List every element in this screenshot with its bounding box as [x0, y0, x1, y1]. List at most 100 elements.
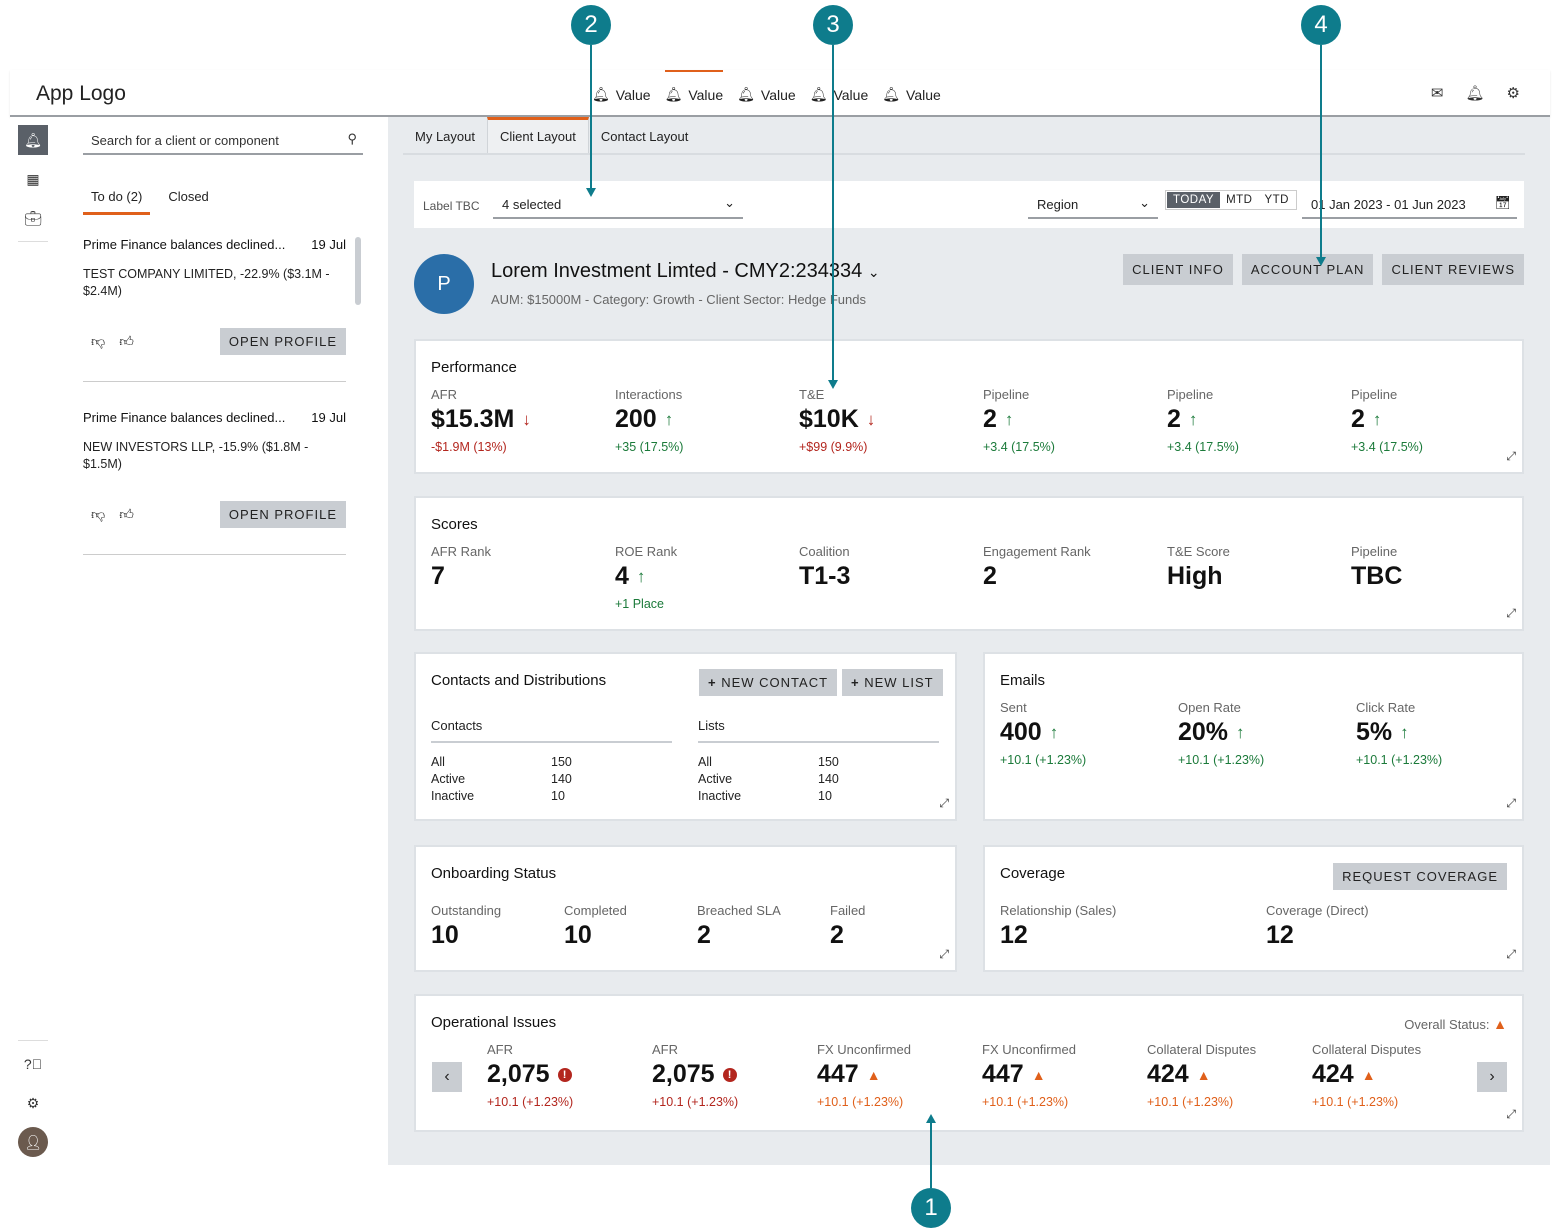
value-text: TBC: [1351, 562, 1403, 590]
bell-icon[interactable]: 🔔︎: [18, 125, 48, 155]
button-label: NEW CONTACT: [721, 675, 829, 690]
stat-row: All 150: [698, 754, 839, 771]
date-range-picker[interactable]: 01 Jan 2023 - 01 Jun 2023 📅︎: [1302, 189, 1517, 219]
top-nav: 🔔︎ Value 🔔︎ Value 🔔︎ Value 🔔︎ Value 🔔︎ Value: [592, 70, 941, 115]
task-panel: Search for a client or component ⚲ To do…: [50, 117, 388, 1232]
client-reviews-button[interactable]: CLIENT REVIEWS: [1382, 254, 1524, 285]
expand-icon[interactable]: ⤢: [939, 796, 949, 810]
value-text: 20%: [1178, 718, 1229, 746]
expand-icon[interactable]: ⤢: [939, 947, 949, 961]
top-nav-item[interactable]: 🔔︎ Value: [664, 70, 724, 115]
arrow-up-icon: ↑: [1400, 722, 1409, 742]
briefcase-icon[interactable]: 💼︎: [24, 209, 42, 226]
calendar-icon[interactable]: 📅︎: [1494, 195, 1511, 210]
request-coverage-button[interactable]: REQUEST COVERAGE: [1333, 863, 1507, 890]
metric-change: +1 Place: [615, 597, 664, 611]
thumbs-up-icon[interactable]: 👍︎: [119, 506, 134, 522]
next-button[interactable]: ›: [1477, 1062, 1507, 1092]
gear-icon[interactable]: ⚙: [1506, 85, 1520, 102]
metric-label: T&E Score: [1167, 544, 1230, 559]
value-text: 424: [1312, 1060, 1354, 1088]
account-plan-button[interactable]: ACCOUNT PLAN: [1241, 254, 1374, 285]
expand-icon[interactable]: ⤢: [1506, 947, 1516, 961]
metric-label: Pipeline: [1351, 544, 1398, 559]
client-info-button[interactable]: CLIENT INFO: [1123, 254, 1233, 285]
metric: Collateral Disputes 424 ▲ +10.1 (+1.23%): [1312, 1042, 1477, 1109]
nav-label: Value: [906, 86, 941, 103]
expand-icon[interactable]: ⤢: [1506, 606, 1516, 620]
gear-icon[interactable]: ⚙: [26, 1094, 40, 1111]
value-text: 10: [431, 921, 459, 949]
top-nav-item[interactable]: 🔔︎ Value: [592, 70, 651, 115]
multi-select-dropdown[interactable]: 4 selected ⌄: [493, 189, 743, 219]
lists-stats: All 150 Active 140 Inactive 10: [698, 754, 839, 805]
stat-label: Active: [431, 772, 466, 786]
expand-icon[interactable]: ⤢: [1506, 1107, 1516, 1121]
callout-badge: 4: [1301, 5, 1341, 45]
tab-contact-layout[interactable]: Contact Layout: [588, 117, 701, 153]
metric: Completed 10: [564, 903, 697, 950]
scrollbar[interactable]: [355, 237, 361, 305]
stat-value: 10: [551, 789, 565, 803]
header-actions: ✉ 🔔︎ ⚙: [1431, 84, 1520, 102]
metric-change: +35 (17.5%): [615, 440, 684, 454]
arrow-up-icon: ↑: [1049, 722, 1059, 742]
arrow-up-icon: ↑: [664, 409, 674, 429]
client-actions: CLIENT INFO ACCOUNT PLAN CLIENT REVIEWS: [1123, 254, 1524, 285]
bell-icon[interactable]: 🔔︎: [1465, 85, 1485, 102]
notification-item: Prime Finance balances declined... 19 Jul…: [83, 410, 346, 555]
stat-value: 150: [551, 755, 572, 769]
top-nav-item[interactable]: 🔔︎ Value: [810, 70, 869, 115]
thumbs-down-icon[interactable]: 👎︎: [91, 333, 106, 349]
top-nav-item[interactable]: 🔔︎ Value: [882, 70, 941, 115]
mail-icon[interactable]: ✉: [1430, 85, 1444, 102]
main-content: My Layout Client Layout Contact Layout Lab…: [388, 117, 1550, 1165]
search-icon[interactable]: ⚲: [347, 131, 357, 146]
previous-button[interactable]: ‹: [432, 1062, 462, 1092]
notification-title: Prime Finance balances declined...: [83, 410, 286, 425]
metric-change: +10.1 (+1.23%): [1178, 753, 1265, 767]
client-name-dropdown[interactable]: Lorem Investment Limted - CMY2:234334 ⌄: [491, 260, 880, 283]
tab-to-do-[interactable]: To do (2): [83, 187, 151, 215]
period-today[interactable]: TODAY: [1167, 192, 1221, 208]
search-input[interactable]: Search for a client or component ⚲: [83, 127, 363, 155]
open-profile-button[interactable]: OPEN PROFILE: [219, 501, 346, 528]
metric: Click Rate 5% ↑ +10.1 (+1.23%): [1356, 700, 1534, 767]
new-contact-button[interactable]: + NEW CONTACT: [699, 669, 838, 696]
arrow-up-icon: ↑: [1236, 722, 1245, 742]
metric-value: 7: [431, 562, 615, 591]
metric-change: +10.1 (+1.23%): [1000, 753, 1087, 767]
region-dropdown[interactable]: Region ⌄: [1028, 189, 1158, 219]
period-ytd[interactable]: YTD: [1264, 194, 1289, 206]
metric-label: Coalition: [799, 544, 850, 559]
value-text: 200: [615, 405, 657, 433]
notification-date: 19 Jul: [311, 237, 346, 252]
avatar[interactable]: 👤︎: [18, 1127, 48, 1157]
warning-icon: ▲: [1361, 1066, 1376, 1083]
thumbs-up-icon[interactable]: 👍︎: [119, 333, 134, 349]
tab-my-layout[interactable]: My Layout: [403, 117, 487, 153]
metric-change: +10.1 (+1.23%): [487, 1095, 574, 1109]
help-icon[interactable]: ?⃞: [23, 1056, 43, 1072]
expand-icon[interactable]: ⤢: [1506, 796, 1516, 810]
thumbs-down-icon[interactable]: 👎︎: [91, 506, 106, 522]
metric-change: +10.1 (+1.23%): [817, 1095, 904, 1109]
period-mtd[interactable]: MTD: [1226, 194, 1253, 206]
metric-value: 2 ↑: [983, 405, 1167, 434]
grid-icon[interactable]: ▦: [26, 170, 40, 187]
tab-client-layout[interactable]: Client Layout: [486, 117, 589, 153]
stat-value: 140: [551, 772, 572, 786]
metric-label: Completed: [564, 903, 627, 918]
value-text: 12: [1266, 921, 1294, 949]
tab-closed[interactable]: Closed: [168, 189, 209, 204]
open-profile-button[interactable]: OPEN PROFILE: [219, 328, 346, 355]
metric: T&E Score High: [1167, 544, 1351, 611]
value-text: 2: [983, 562, 997, 590]
performance-card: Performance AFR $15.3M ↓ -$1.9M (13%) Intera…: [414, 339, 1524, 474]
expand-icon[interactable]: ⤢: [1506, 449, 1516, 463]
app-logo[interactable]: App Logo: [36, 82, 126, 105]
divider: [83, 381, 346, 382]
new-list-button[interactable]: + NEW LIST: [842, 669, 943, 696]
value-text: 2: [697, 921, 711, 949]
top-nav-item[interactable]: 🔔︎ Value: [737, 70, 796, 115]
